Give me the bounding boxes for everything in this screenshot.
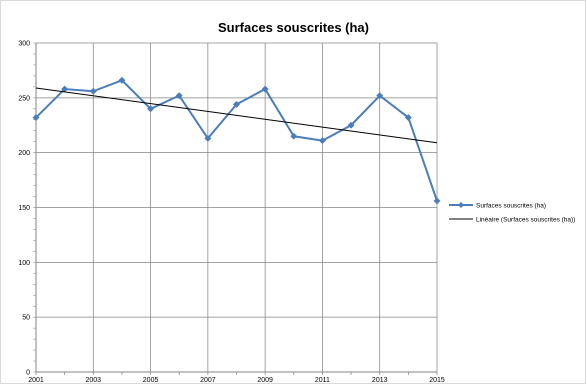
y-tick-label: 300 xyxy=(18,41,30,48)
data-point xyxy=(175,92,183,100)
chart-title: Surfaces souscrites (ha) xyxy=(217,20,369,35)
y-tick-label: 200 xyxy=(18,150,30,157)
data-point xyxy=(433,197,441,205)
y-tick-label: 0 xyxy=(26,370,30,377)
legend-trend-label: Linéaire (Surfaces souscrites (ha)) xyxy=(476,217,575,224)
data-point xyxy=(147,105,155,113)
legend-series-label: Surfaces souscrites (ha) xyxy=(476,203,546,210)
y-tick-label: 100 xyxy=(18,260,30,267)
trend-line xyxy=(35,87,438,144)
data-point xyxy=(318,137,326,145)
legend-series-marker xyxy=(458,202,464,208)
data-point xyxy=(347,121,355,129)
data-point xyxy=(89,87,97,95)
y-tick-label: 150 xyxy=(18,205,30,212)
data-point xyxy=(404,114,412,122)
data-point xyxy=(32,114,40,122)
series-line xyxy=(35,79,438,202)
x-tick-label: 2015 xyxy=(429,377,445,384)
data-point xyxy=(376,92,384,100)
x-tick-label: 2013 xyxy=(372,377,388,384)
data-point xyxy=(261,85,269,93)
data-point xyxy=(290,132,298,140)
data-point xyxy=(232,100,241,108)
x-tick-label: 2009 xyxy=(257,377,273,384)
x-tick-label: 2001 xyxy=(28,377,44,384)
x-tick-label: 2011 xyxy=(315,377,330,384)
x-tick-label: 2003 xyxy=(85,377,101,384)
data-point xyxy=(204,134,212,142)
y-tick-label: 250 xyxy=(18,95,30,102)
y-tick-label: 50 xyxy=(22,315,30,322)
x-tick-label: 2007 xyxy=(200,377,216,384)
x-tick-label: 2005 xyxy=(143,377,159,384)
data-point xyxy=(118,76,126,84)
